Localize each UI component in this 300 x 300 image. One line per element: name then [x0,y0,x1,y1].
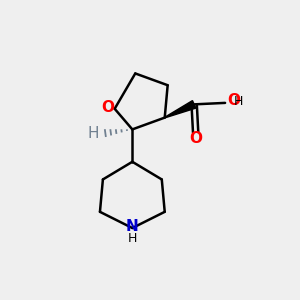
Text: O: O [102,100,115,115]
Text: H: H [128,232,137,245]
Text: O: O [189,131,202,146]
Text: H: H [234,94,244,108]
Text: N: N [126,219,139,234]
Text: H: H [88,126,99,141]
Text: O: O [227,93,240,108]
Polygon shape [165,100,196,118]
